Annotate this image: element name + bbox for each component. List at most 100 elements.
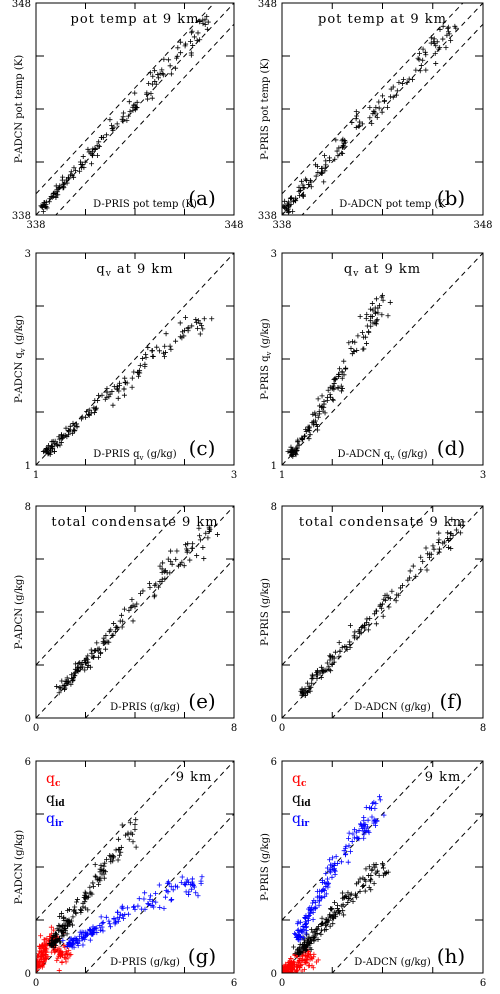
scatter-point [87, 890, 93, 896]
scatter-point [82, 657, 88, 663]
scatter-point [75, 668, 81, 674]
scatter-point [367, 878, 373, 884]
scatter-point [173, 338, 179, 344]
scatter-point [347, 892, 353, 898]
scatter-point [303, 426, 309, 432]
scatter-point [380, 292, 385, 298]
scatter-point [140, 588, 146, 594]
scatter-point [89, 161, 95, 167]
scatter-point [336, 908, 342, 914]
x-tick-label: 338 [272, 220, 291, 231]
scatter-point [63, 949, 69, 955]
scatter-point [307, 911, 313, 917]
scatter-point [298, 928, 304, 934]
scatter-point [173, 65, 179, 71]
scatter-point [56, 928, 62, 934]
y-tick-label: 338 [12, 211, 31, 222]
scatter-point [170, 887, 176, 893]
panel-d: 1 3 1 3 qv at 9 km D-ADCN qv (g/kg) P-PRIS qv … [260, 249, 486, 481]
scatter-point [372, 864, 378, 870]
scatter-point [133, 844, 139, 850]
dashed-reference-line [36, 506, 234, 718]
scatter-point [70, 914, 76, 920]
plot-area-h [282, 761, 483, 973]
scatter-point [291, 448, 297, 454]
x-tick-label: 0 [33, 723, 39, 734]
scatter-point [329, 864, 335, 870]
scatter-point [365, 828, 371, 834]
scatter-point [202, 22, 208, 28]
panel-b: 338 348 338 348 pot temp at 9 km D-ADCN pot t… [258, 0, 493, 231]
scatter-point [428, 551, 434, 557]
scatter-point [363, 866, 369, 872]
scatter-point [390, 84, 396, 90]
scatter-point [56, 690, 62, 696]
scatter-point [63, 956, 69, 962]
scatter-point [318, 922, 324, 928]
scatter-point [440, 540, 446, 546]
scatter-point [148, 91, 154, 97]
scatter-point [50, 935, 56, 941]
scatter-point [309, 927, 315, 933]
scatter-point [141, 896, 147, 902]
scatter-point [295, 949, 301, 955]
scatter-point [410, 77, 416, 83]
y-axis-label: P-PRIS qv (g/kg) [260, 318, 273, 399]
scatter-series [54, 524, 220, 696]
y-tick-label: 1 [271, 461, 277, 472]
scatter-point [87, 407, 93, 413]
scatter-point [373, 608, 379, 614]
panel-title: qv at 9 km [344, 262, 421, 279]
scatter-point [114, 624, 120, 630]
scatter-point [393, 92, 399, 98]
scatter-point [178, 880, 184, 886]
scatter-point [90, 880, 96, 886]
scatter-point [80, 154, 86, 160]
scatter-point [189, 881, 195, 887]
scatter-point [385, 104, 391, 110]
panel-a: 338 348 338 348 pot temp at 9 km D-PRIS pot t… [12, 0, 244, 231]
scatter-point [66, 942, 72, 948]
scatter-point [361, 835, 367, 841]
scatter-point [420, 57, 426, 63]
scatter-point [74, 899, 80, 905]
scatter-point [118, 844, 124, 850]
scatter-point [197, 537, 203, 543]
scatter-point [47, 941, 53, 947]
scatter-point [315, 427, 321, 433]
scatter-point [168, 346, 174, 352]
scatter-point [189, 545, 195, 551]
scatter-point [55, 192, 61, 198]
scatter-point [111, 621, 117, 627]
scatter-point [315, 414, 321, 420]
scatter-point [68, 169, 74, 175]
panel-title: total condensate 9 km [299, 515, 466, 530]
scatter-point [386, 604, 392, 610]
scatter-point [374, 318, 380, 324]
scatter-point [118, 849, 124, 855]
scatter-point [418, 63, 424, 69]
scatter-point [460, 519, 466, 525]
scatter-point [60, 174, 66, 180]
scatter-series [38, 14, 211, 214]
scatter-point [195, 30, 201, 36]
scatter-point [67, 423, 73, 429]
scatter-point [162, 343, 168, 349]
scatter-point [78, 665, 84, 671]
axis-ticks [282, 3, 483, 215]
scatter-point [156, 882, 162, 888]
scatter-point [321, 179, 327, 185]
scatter-point [394, 592, 400, 598]
scatter-point [316, 409, 322, 415]
scatter-point [69, 173, 75, 179]
scatter-point [182, 881, 188, 887]
scatter-point [319, 915, 325, 921]
scatter-point [45, 953, 51, 959]
scatter-point [49, 938, 55, 944]
scatter-point [116, 846, 121, 852]
y-tick-label: 1 [25, 461, 31, 472]
scatter-point [107, 924, 113, 930]
scatter-point [120, 913, 126, 919]
scatter-point [58, 433, 64, 439]
scatter-point [373, 621, 379, 627]
